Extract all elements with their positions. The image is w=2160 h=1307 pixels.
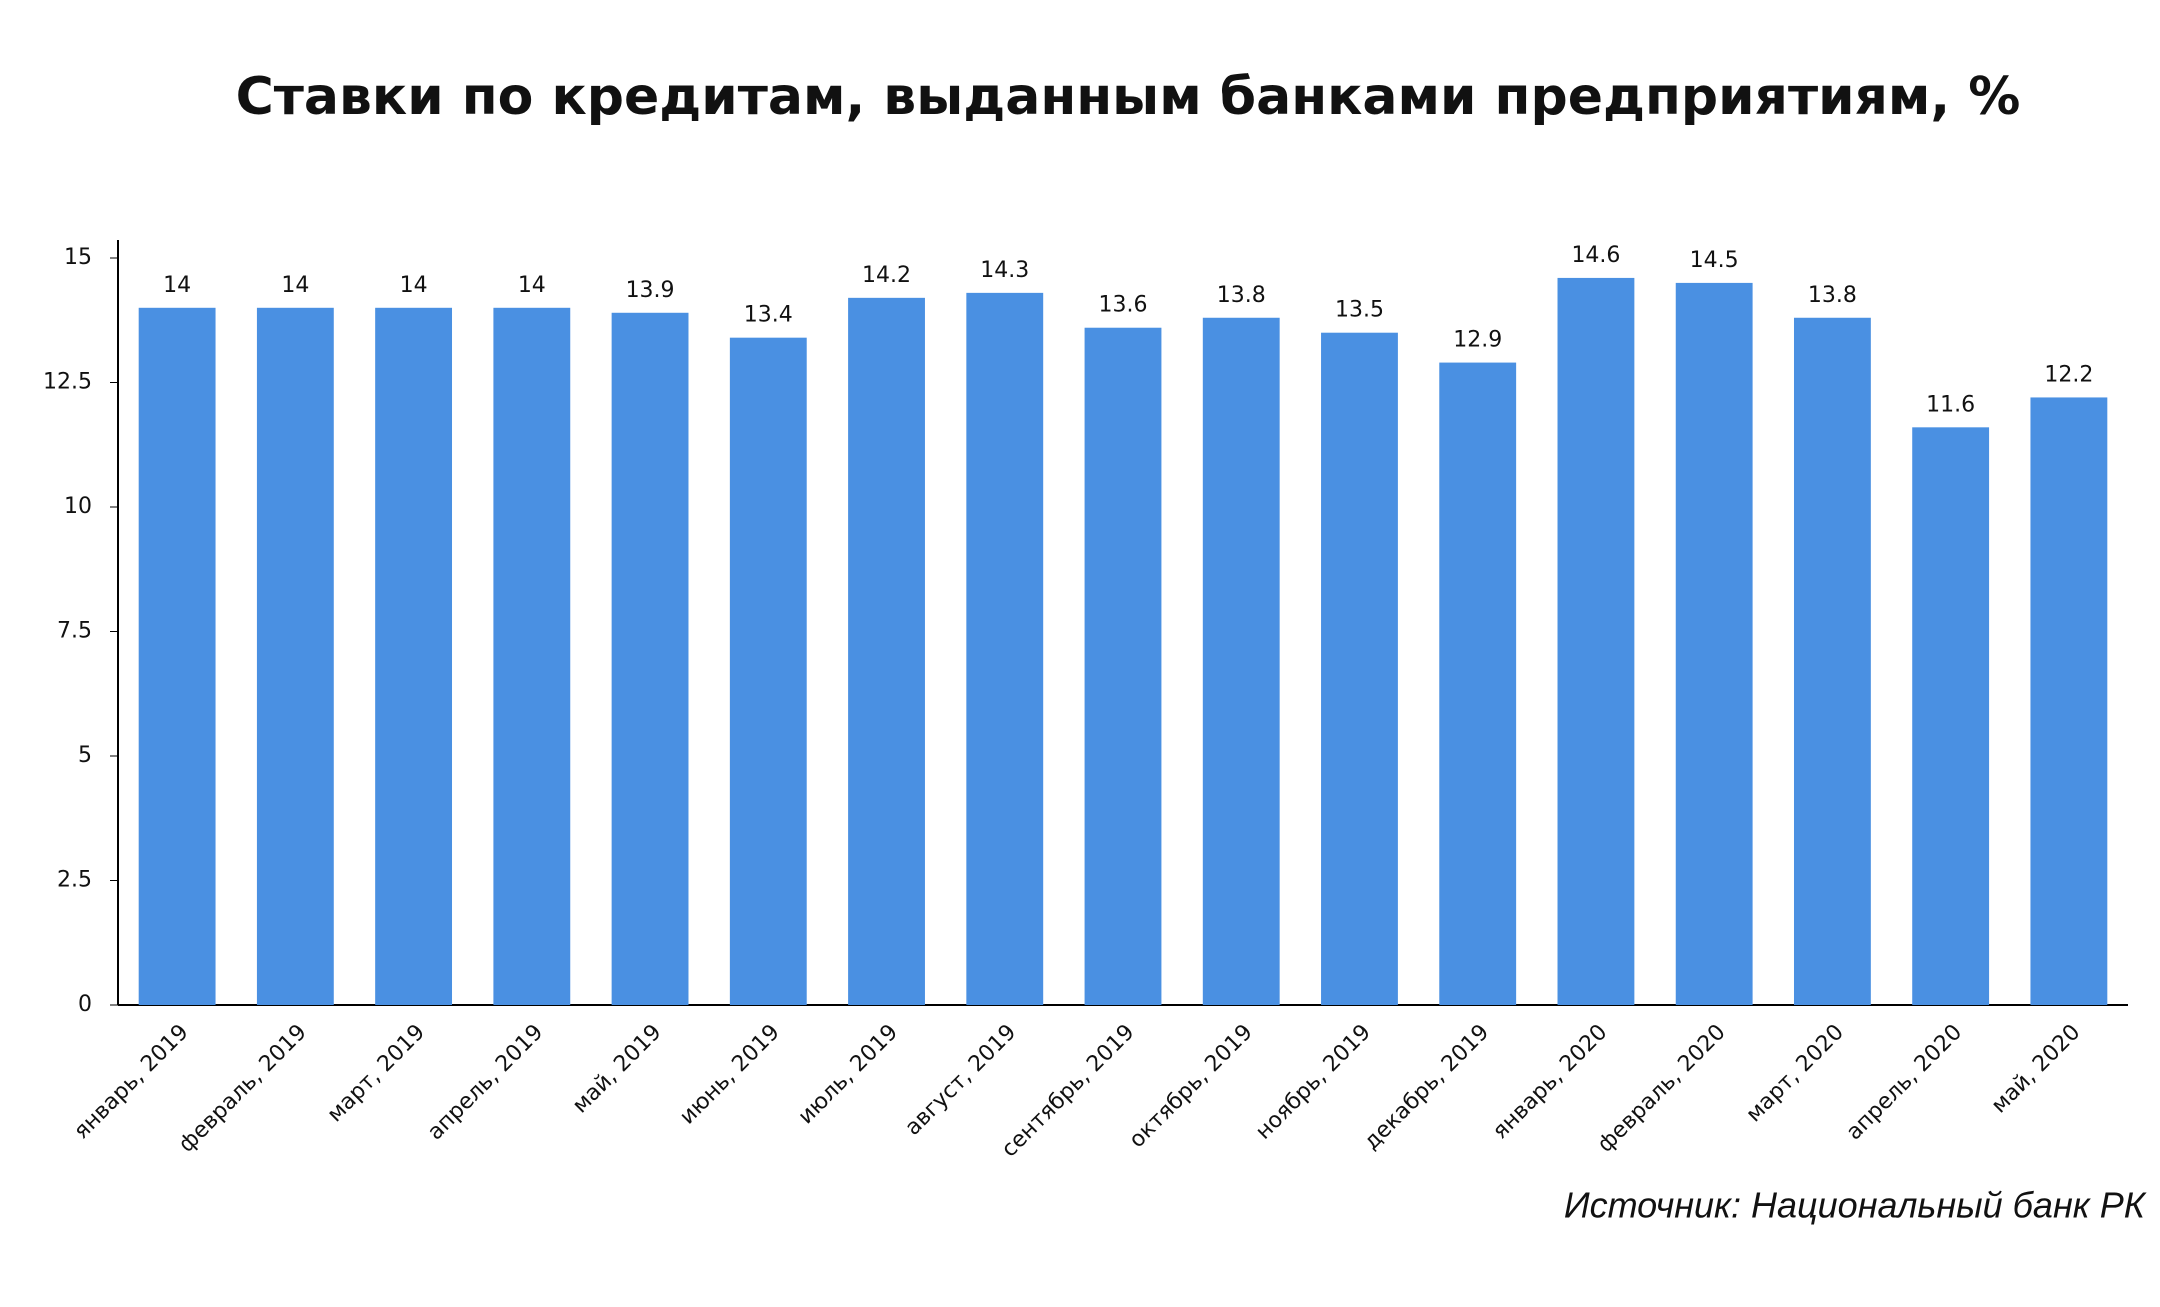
x-tick-label: май, 2019 — [568, 1020, 667, 1119]
bar — [1912, 427, 1990, 1005]
data-label: 13.9 — [626, 278, 675, 303]
y-tick-label: 5 — [78, 743, 92, 768]
data-label: 14 — [163, 273, 191, 298]
x-tick-label: январь, 2019 — [69, 1020, 193, 1144]
x-tick-label: февраль, 2019 — [174, 1020, 312, 1158]
x-tick-label: сентябрь, 2019 — [997, 1020, 1140, 1163]
bar — [1675, 282, 1753, 1005]
x-tick-label: август, 2019 — [900, 1020, 1021, 1141]
data-label: 14 — [400, 273, 428, 298]
data-label: 13.6 — [1099, 293, 1148, 318]
x-tick-label: март, 2019 — [323, 1020, 430, 1127]
x-tick-label: февраль, 2020 — [1593, 1020, 1731, 1158]
data-label: 13.8 — [1217, 283, 1266, 308]
bar — [256, 307, 334, 1005]
data-label: 14 — [281, 273, 309, 298]
bar — [1439, 362, 1517, 1006]
data-label: 14.3 — [980, 258, 1029, 283]
data-label: 13.5 — [1335, 298, 1384, 323]
data-label: 12.2 — [2044, 362, 2093, 387]
bar — [1321, 332, 1398, 1005]
x-tick-label: июль, 2019 — [794, 1020, 903, 1129]
y-tick-label: 7.5 — [57, 619, 92, 644]
bar — [729, 337, 807, 1005]
data-label: 14.2 — [862, 263, 911, 288]
bar — [1793, 317, 1871, 1005]
x-tick-label: май, 2020 — [1987, 1020, 2086, 1119]
x-tick-label: январь, 2020 — [1488, 1020, 1612, 1144]
data-label: 14 — [518, 273, 546, 298]
y-tick-label: 0 — [78, 992, 92, 1017]
bar — [1557, 277, 1635, 1005]
x-tick-label: март, 2020 — [1742, 1020, 1849, 1127]
y-tick-label: 2.5 — [57, 868, 92, 893]
bar — [611, 312, 689, 1005]
data-label: 14.6 — [1571, 243, 1620, 268]
bar — [375, 307, 453, 1005]
data-label: 11.6 — [1926, 392, 1975, 417]
x-tick-label: апрель, 2019 — [423, 1020, 548, 1145]
data-label: 12.9 — [1453, 328, 1502, 353]
bar — [138, 307, 216, 1005]
bar — [493, 307, 571, 1005]
data-label: 14.5 — [1690, 248, 1739, 273]
x-tick-label: июнь, 2019 — [675, 1020, 785, 1130]
bar — [2030, 397, 2108, 1005]
data-label: 13.4 — [744, 303, 793, 328]
x-tick-label: апрель, 2020 — [1842, 1020, 1967, 1145]
bar — [848, 297, 925, 1006]
chart-title: Ставки по кредитам, выданным банками пре… — [236, 67, 2021, 127]
bar — [1084, 327, 1162, 1006]
y-tick-label: 12.5 — [43, 370, 92, 395]
source-note: Источник: Национальный банк РК — [1564, 1185, 2147, 1226]
data-label: 13.8 — [1808, 283, 1857, 308]
bar — [966, 292, 1044, 1005]
y-tick-label: 10 — [64, 494, 92, 519]
bar — [1202, 317, 1280, 1005]
y-tick-label: 15 — [64, 245, 92, 270]
x-tick-label: ноябрь, 2019 — [1251, 1020, 1376, 1145]
x-tick-label: октябрь, 2019 — [1125, 1020, 1258, 1153]
x-tick-label: декабрь, 2019 — [1359, 1020, 1494, 1155]
